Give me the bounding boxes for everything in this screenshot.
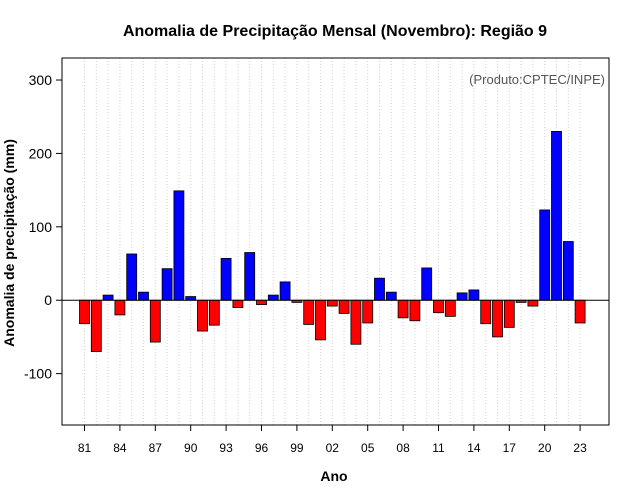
- bar-2023: [574, 299, 586, 324]
- bar-2009: [409, 299, 421, 322]
- bar-1985: [126, 253, 138, 301]
- bar-1989: [173, 190, 185, 301]
- x-axis: 81 84 87 90 93 96 99 02 05 08 11 14 17 20 23: [78, 425, 587, 455]
- x-tick-label: 84: [113, 441, 127, 455]
- x-tick-label: 99: [290, 441, 304, 455]
- bar-2017: [503, 299, 515, 328]
- bar-1981: [79, 299, 90, 325]
- bar-2016: [492, 299, 503, 338]
- bar-1983: [102, 294, 114, 301]
- y-tick-label: -100: [24, 366, 52, 382]
- bar-2021: [551, 130, 562, 301]
- x-tick-label: 11: [432, 441, 445, 455]
- x-tick-label: 05: [361, 441, 375, 455]
- bar-2001: [315, 299, 326, 341]
- y-tick-label: 300: [29, 72, 53, 88]
- y-axis: -100 0 100 200 300: [24, 72, 62, 382]
- chart-title: Anomalia de Precipitação Mensal (Novembr…: [123, 23, 547, 40]
- bar-2022: [562, 241, 574, 301]
- y-tick-label: 100: [29, 219, 53, 235]
- x-tick-label: 02: [326, 441, 340, 455]
- grid-lines: [84, 58, 581, 425]
- y-tick-label: 0: [44, 292, 52, 308]
- bar-1988: [161, 268, 173, 301]
- bar-1990: [185, 296, 197, 301]
- credit-label: (Produto:CPTEC/INPE): [469, 72, 605, 87]
- bar-2008: [397, 299, 409, 319]
- x-tick-label: 17: [503, 441, 517, 455]
- bar-2010: [421, 267, 433, 301]
- bar-2020: [539, 209, 551, 301]
- bar-2007: [385, 291, 397, 301]
- x-axis-title: Ano: [320, 468, 347, 484]
- bar-2015: [480, 299, 492, 325]
- bars: [79, 130, 586, 353]
- x-tick-label: 96: [255, 441, 269, 455]
- x-tick-label: 23: [573, 441, 587, 455]
- x-tick-label: 08: [396, 441, 410, 455]
- bar-2012: [444, 299, 456, 317]
- x-tick-label: 81: [78, 441, 92, 455]
- bar-1991: [197, 299, 208, 332]
- bar-1984: [114, 299, 126, 316]
- bar-1987: [149, 299, 161, 343]
- bar-1982: [90, 299, 102, 353]
- bar-2004: [350, 299, 362, 345]
- x-tick-label: 14: [467, 441, 481, 455]
- bar-2000: [303, 299, 315, 325]
- bar-1992: [208, 299, 220, 326]
- bar-1997: [267, 294, 279, 301]
- x-tick-label: 93: [219, 441, 233, 455]
- bar-2006: [374, 277, 385, 301]
- bar-1998: [279, 281, 291, 301]
- x-tick-label: 90: [184, 441, 198, 455]
- bar-2014: [468, 289, 480, 301]
- y-axis-title: Anomalia de precipitação (mm): [1, 139, 17, 347]
- plot-frame: [61, 57, 610, 426]
- bar-2002: [326, 299, 338, 307]
- bar-1986: [138, 291, 149, 301]
- bar-2019: [527, 299, 539, 307]
- bar-1993: [220, 257, 232, 301]
- x-tick-label: 20: [538, 441, 552, 455]
- bar-2005: [362, 299, 374, 324]
- y-tick-label: 200: [29, 145, 53, 161]
- bar-1994: [232, 299, 244, 308]
- bar-2011: [433, 299, 444, 314]
- bar-2013: [456, 292, 468, 301]
- bar-2003: [338, 299, 350, 314]
- bar-1995: [244, 252, 256, 301]
- x-tick-label: 87: [149, 441, 163, 455]
- bar-1996: [256, 299, 267, 306]
